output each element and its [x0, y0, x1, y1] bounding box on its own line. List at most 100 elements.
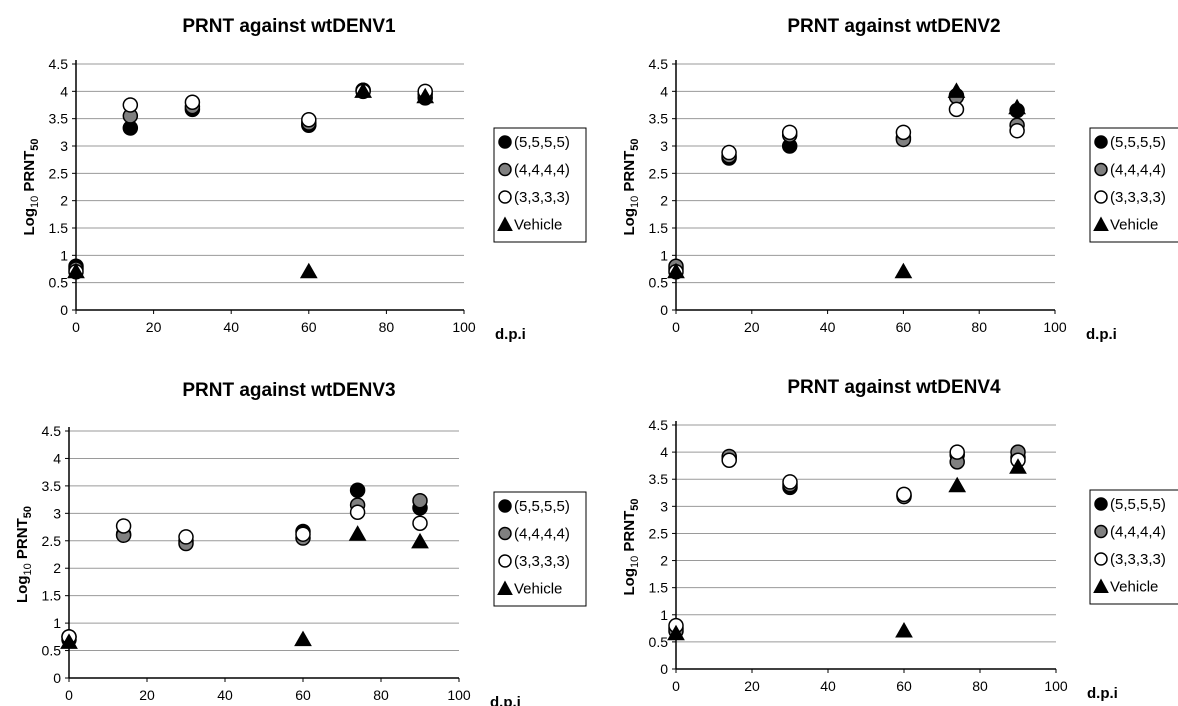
legend-label: (5,5,5,5) [514, 498, 570, 515]
y-axis-label-text: PRNT [621, 151, 638, 196]
y-tick-label: 4.5 [649, 56, 669, 72]
data-point-triangle [947, 82, 966, 98]
y-tick-label: 3 [660, 138, 668, 154]
data-point-circle [781, 124, 798, 141]
y-tick-label: 1 [60, 247, 68, 263]
y-tick-label: 1 [53, 615, 61, 631]
data-point-circle [949, 444, 965, 460]
x-tick-label: 80 [971, 319, 987, 335]
y-tick-label: 4 [60, 83, 68, 99]
legend-label: (5,5,5,5) [1110, 134, 1166, 151]
x-tick-label: 20 [146, 319, 162, 335]
data-point-circle [412, 492, 428, 509]
legend-marker-circle [498, 526, 512, 541]
data-point-circle [115, 518, 132, 534]
x-tick-label: 60 [301, 319, 317, 335]
y-axis-label-text: PRNT [14, 518, 31, 563]
legend-marker-circle [1094, 135, 1108, 149]
y-axis-label: Log10 PRNT50 [621, 499, 641, 596]
y-tick-label: 2.5 [49, 165, 69, 181]
x-axis-label: d.p.i [495, 326, 526, 343]
data-point-circle [295, 526, 311, 542]
legend-label: (3,3,3,3) [514, 553, 570, 570]
x-tick-label: 40 [217, 687, 233, 703]
y-axis-label-sub: 50 [29, 139, 41, 151]
legend-marker-circle [498, 554, 512, 568]
y-axis-label-text: PRNT [21, 151, 38, 196]
y-tick-label: 3.5 [649, 111, 669, 127]
legend-label: (3,3,3,3) [514, 189, 570, 206]
legend-marker-circle [1094, 552, 1108, 566]
x-tick-label: 0 [72, 319, 80, 335]
y-tick-label: 2.5 [649, 165, 669, 181]
x-tick-label: 20 [744, 678, 760, 694]
x-tick-label: 80 [972, 678, 988, 694]
y-tick-label: 2 [660, 193, 668, 209]
chart-title: PRNT against wtDENV3 [182, 380, 395, 401]
y-tick-label: 2.5 [649, 525, 669, 541]
legend-marker-circle [1094, 524, 1108, 539]
legend-label: (4,4,4,4) [514, 526, 570, 543]
y-axis-label-text: Log [21, 208, 38, 236]
x-tick-label: 60 [896, 678, 912, 694]
data-point-circle [721, 452, 737, 468]
chart-panel-denv3: PRNT against wtDENV3 0 0.5 1 1.5 2 2.5 3 3.5 4 4.5… [0, 353, 589, 706]
y-axis-label-sub: 10 [29, 196, 41, 208]
data-point-triangle [416, 87, 435, 104]
y-tick-label: 0.5 [49, 275, 69, 291]
x-tick-label: 40 [223, 319, 239, 335]
legend-marker-circle [1094, 497, 1108, 511]
x-tick-label: 40 [820, 678, 836, 694]
x-tick-label: 100 [1043, 319, 1067, 335]
data-point-triangle [67, 262, 85, 279]
y-axis-label-sub: 10 [629, 196, 641, 208]
data-point-circle [896, 486, 912, 503]
y-tick-label: 2 [60, 193, 68, 209]
y-tick-label: 0 [660, 661, 668, 677]
x-tick-label: 100 [1044, 678, 1068, 694]
legend-marker-circle [498, 135, 512, 149]
legend-marker-circle [498, 162, 512, 177]
data-point-triangle [667, 262, 685, 279]
legend-label: Vehicle [1110, 217, 1158, 234]
y-tick-label: 3 [53, 505, 61, 521]
data-point-circle [178, 529, 194, 545]
legend-marker-triangle [1093, 216, 1109, 231]
x-tick-label: 0 [672, 678, 680, 694]
y-axis-label-sub: 50 [629, 139, 641, 151]
x-tick-label: 80 [373, 687, 389, 703]
legend-marker-circle [1094, 190, 1108, 204]
data-point-triangle [411, 532, 429, 549]
chart-title: PRNT against wtDENV2 [787, 16, 1000, 37]
y-tick-label: 0 [53, 670, 61, 686]
x-axis-label: d.p.i [1087, 685, 1118, 702]
chart-panel-denv2: PRNT against wtDENV2 0 0.5 1 1.5 2 2.5 3 3.5 4 4.5… [589, 0, 1178, 353]
legend-label: (4,4,4,4) [514, 162, 570, 179]
legend-marker-triangle [497, 216, 513, 231]
y-tick-label: 4 [660, 83, 668, 99]
data-point-triangle [1009, 458, 1027, 474]
legend-label: (5,5,5,5) [514, 134, 570, 151]
data-point-triangle [895, 622, 913, 638]
legend-label: Vehicle [514, 217, 562, 234]
x-tick-label: 20 [139, 687, 155, 703]
data-point-circle [349, 504, 366, 520]
y-tick-label: 4 [53, 450, 61, 466]
y-axis-label-text: PRNT [621, 511, 638, 556]
x-tick-label: 40 [820, 319, 836, 335]
y-tick-label: 1 [660, 607, 668, 623]
chart-panel-denv1: PRNT against wtDENV1 0 0.5 1 1.5 2 2.5 3 3.5 4 4.5… [0, 0, 589, 353]
y-tick-label: 0 [60, 302, 68, 318]
data-point-triangle [299, 262, 318, 279]
x-axis-label: d.p.i [490, 694, 521, 706]
legend-label: (4,4,4,4) [1110, 524, 1166, 541]
y-axis-label-text: Log [621, 208, 638, 236]
data-point-circle [412, 515, 428, 531]
x-tick-label: 0 [65, 687, 73, 703]
y-tick-label: 1.5 [649, 580, 669, 596]
y-axis-label: Log10 PRNT50 [14, 506, 34, 603]
y-tick-label: 4.5 [42, 423, 62, 439]
x-tick-label: 100 [452, 319, 476, 335]
data-point-triangle [1008, 98, 1026, 115]
data-point-triangle [667, 624, 685, 641]
